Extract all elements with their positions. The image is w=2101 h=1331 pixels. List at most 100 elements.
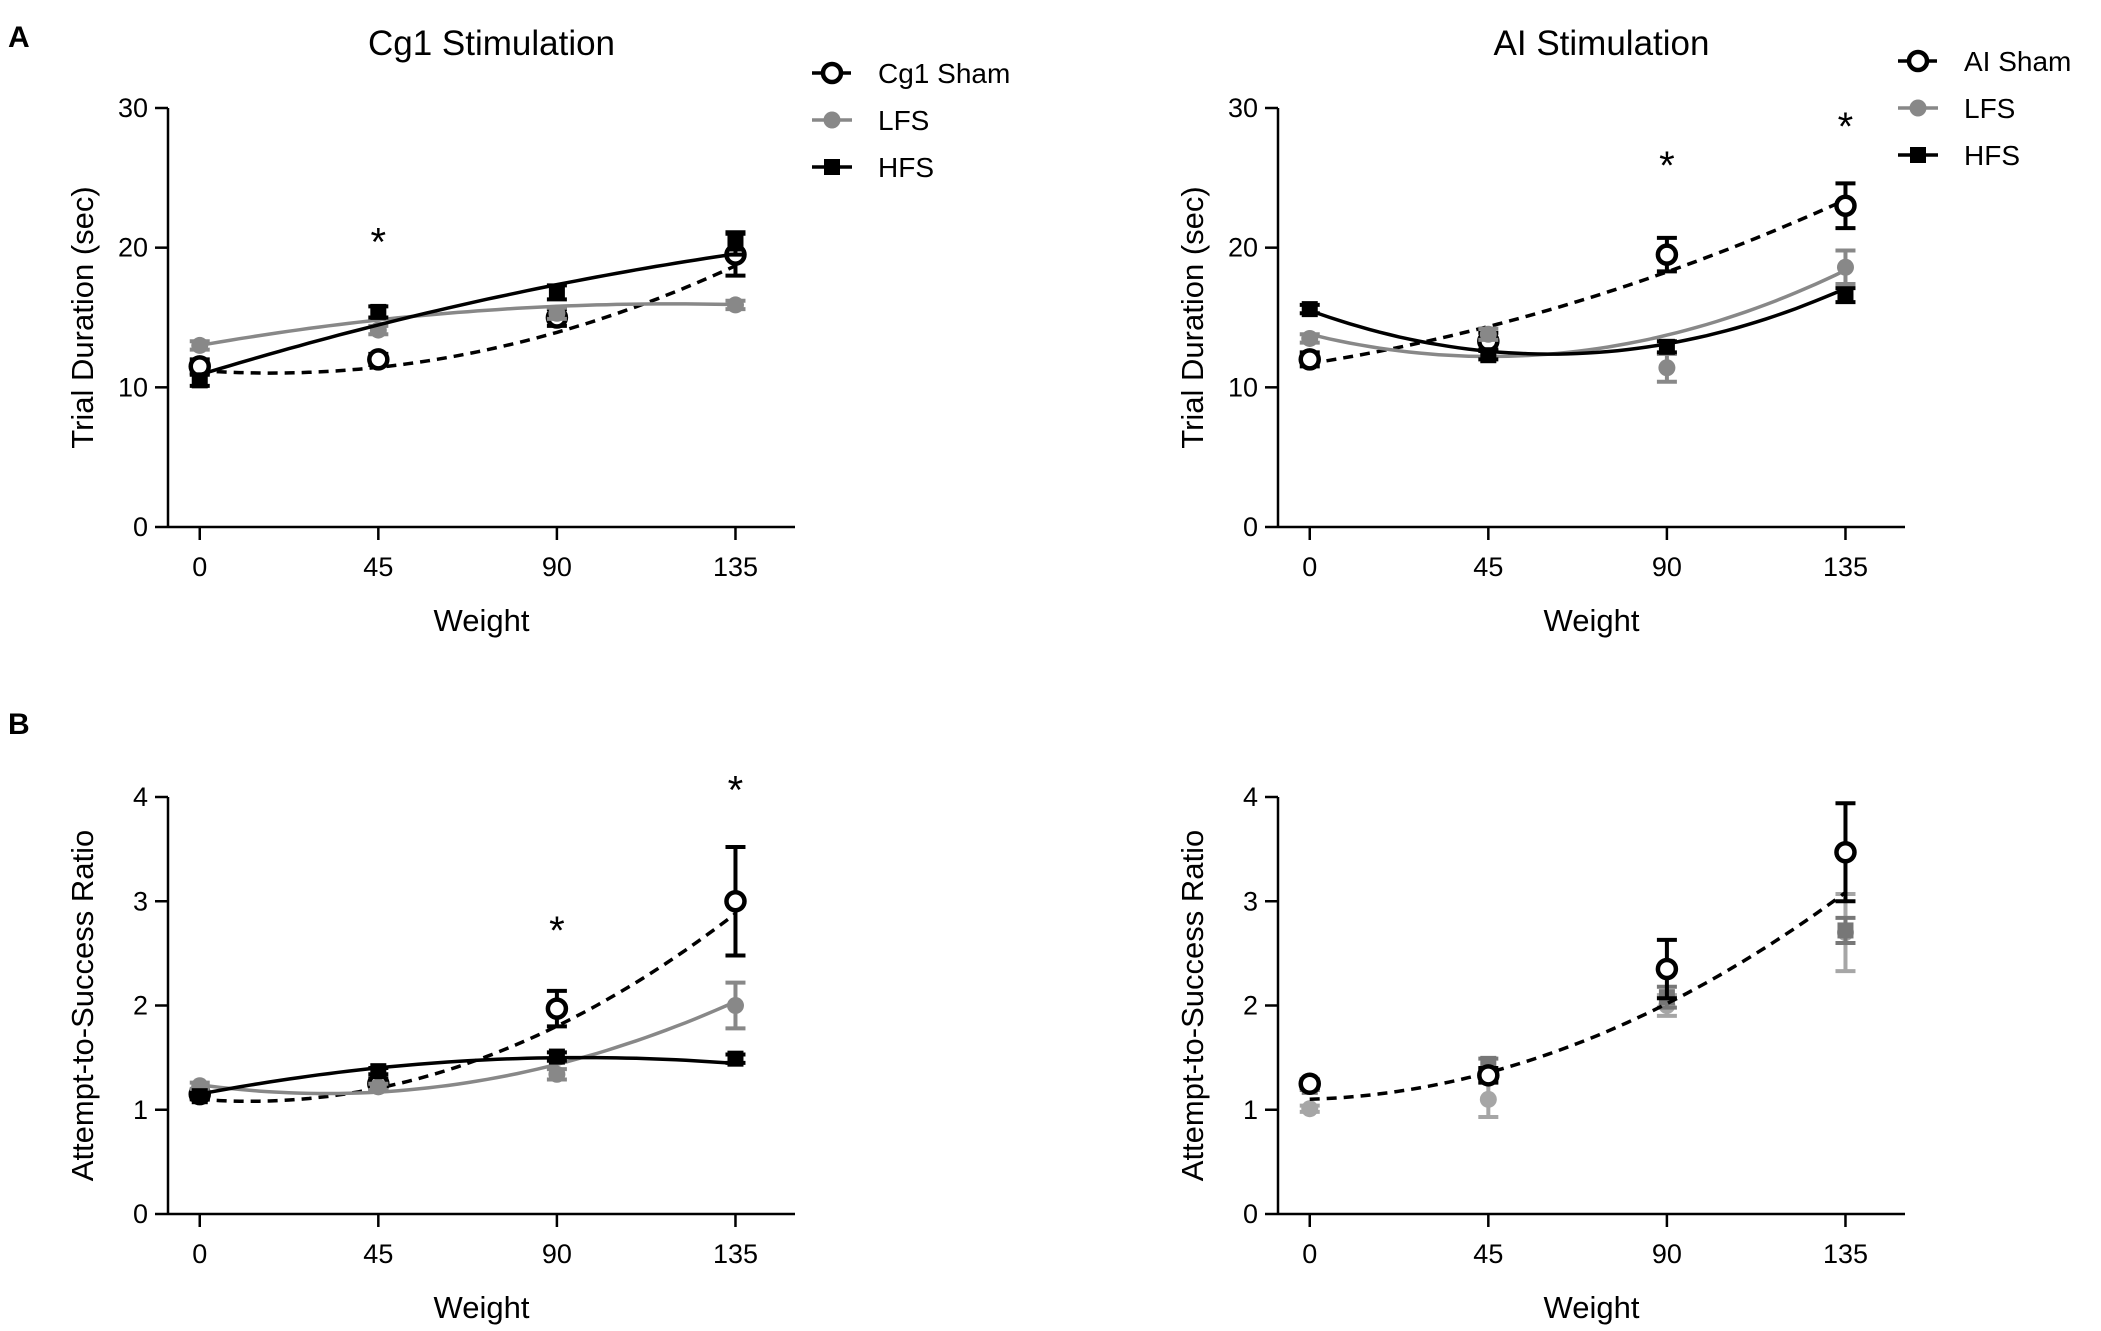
- chart-title: Cg1 Stimulation: [368, 24, 615, 63]
- data-point: [367, 348, 390, 371]
- data-point: [1655, 243, 1679, 266]
- legend-label: HFS: [1964, 140, 2020, 171]
- y-axis-title: Attempt-to-Success Ratio: [1175, 830, 1210, 1181]
- significance-asterisk: *: [549, 909, 565, 953]
- fit-curve: [199, 1055, 736, 1096]
- legend-item: AI Sham: [1898, 46, 2071, 77]
- legend-item: LFS: [812, 105, 929, 136]
- y-tick-label: 0: [1243, 512, 1258, 542]
- data-point: [1298, 1072, 1321, 1095]
- y-tick-label: 10: [1228, 372, 1258, 402]
- chart-ai-ratio: 0 1 2 3 4 0 45 90 135 Weight Attempt-to-Success Ra…: [1175, 782, 1905, 1325]
- y-tick-label: 3: [133, 886, 148, 916]
- data-point: [726, 997, 744, 1014]
- x-tick-label: 135: [1823, 552, 1868, 582]
- legend-item: Cg1 Sham: [812, 58, 1010, 89]
- series-sham: [188, 845, 747, 1106]
- data-point: [191, 1088, 208, 1105]
- data-point: [1658, 338, 1675, 355]
- x-tick-label: 45: [363, 1239, 393, 1269]
- x-tick-label: 135: [713, 1239, 758, 1269]
- data-point: [548, 304, 566, 322]
- legend-marker: [824, 159, 840, 175]
- chart-ai-duration: 0 10 20 30 0 45 90 135 Weight Trial Duration (sec…: [1175, 24, 1905, 638]
- y-tick-label: 2: [133, 991, 148, 1021]
- legend-marker: [820, 61, 844, 85]
- chart-title: AI Stimulation: [1494, 24, 1710, 63]
- data-point: [726, 296, 744, 314]
- y-tick-label: 4: [133, 782, 148, 812]
- data-point: [1655, 957, 1679, 981]
- y-tick-label: 2: [1243, 991, 1258, 1021]
- data-point: [1658, 359, 1676, 377]
- legend-marker: [823, 111, 841, 129]
- panel-label-b: B: [8, 708, 30, 741]
- panel-label-a: A: [8, 21, 30, 54]
- fit-curve: [1309, 198, 1847, 366]
- y-tick-label: 0: [1243, 1199, 1258, 1229]
- fit-curve: [199, 1000, 737, 1096]
- data-point: [548, 1065, 566, 1083]
- data-point: [1301, 329, 1319, 347]
- series-hfs: [189, 1048, 746, 1105]
- x-tick-label: 45: [1473, 552, 1503, 582]
- data-point: [1298, 348, 1321, 371]
- y-tick-label: 1: [133, 1095, 148, 1125]
- fit-curve: [1309, 268, 1847, 359]
- data-point: [545, 997, 569, 1020]
- chart-cg1-ratio: 0 1 2 3 4 0 45 90 135 Weight Attempt-to-Success Ra…: [65, 768, 795, 1325]
- x-axis-title: Weight: [1544, 1290, 1640, 1325]
- data-point: [369, 1078, 387, 1096]
- x-tick-label: 0: [1302, 552, 1317, 582]
- data-point: [1477, 1064, 1500, 1087]
- x-axis-title: Weight: [434, 603, 530, 638]
- data-point: [1479, 1090, 1497, 1108]
- x-tick-label: 135: [713, 552, 758, 582]
- y-tick-label: 10: [118, 372, 148, 402]
- series-lfs: [1299, 248, 1856, 384]
- series-hfs: [189, 230, 746, 389]
- y-tick-label: 1: [1243, 1095, 1258, 1125]
- significance-asterisk: *: [728, 768, 744, 812]
- chart-cg1-duration: 0 10 20 30 0 45 90 135 Weight Trial Duration (sec…: [65, 24, 795, 638]
- data-point: [191, 336, 209, 354]
- data-point: [727, 1050, 744, 1067]
- legend-item: HFS: [1898, 140, 2020, 171]
- data-point: [548, 284, 565, 301]
- data-point: [1837, 287, 1854, 304]
- fit-curve: [199, 264, 737, 375]
- data-point: [370, 1063, 387, 1080]
- x-tick-label: 45: [363, 552, 393, 582]
- x-tick-label: 90: [1652, 1239, 1682, 1269]
- data-point: [1301, 1100, 1319, 1118]
- y-tick-label: 30: [1228, 93, 1258, 123]
- legend-label: LFS: [878, 105, 929, 136]
- data-point: [548, 1048, 565, 1065]
- significance-asterisk: *: [1838, 105, 1854, 149]
- data-point: [1837, 922, 1854, 939]
- data-point: [1479, 325, 1497, 343]
- y-axis-title: Attempt-to-Success Ratio: [65, 830, 100, 1181]
- x-tick-label: 135: [1823, 1239, 1868, 1269]
- y-axis-title: Trial Duration (sec): [1175, 186, 1210, 448]
- y-tick-label: 20: [118, 233, 148, 263]
- data-point: [727, 235, 744, 252]
- x-tick-label: 0: [1302, 1239, 1317, 1269]
- data-point: [724, 890, 747, 913]
- y-tick-label: 3: [1243, 886, 1258, 916]
- y-tick-label: 20: [1228, 233, 1258, 263]
- fit-curve: [199, 302, 736, 348]
- data-point: [1834, 194, 1857, 218]
- y-tick-label: 30: [118, 93, 148, 123]
- x-tick-label: 90: [542, 552, 572, 582]
- significance-asterisk: *: [1659, 144, 1675, 188]
- fit-curve: [199, 252, 736, 377]
- significance-asterisk: *: [371, 221, 387, 265]
- legend-item: LFS: [1898, 93, 2015, 124]
- data-point: [1834, 841, 1857, 864]
- series-lfs: [1299, 891, 1856, 1120]
- legend-cg1: Cg1 Sham LFS HFS: [812, 58, 1010, 183]
- x-tick-label: 45: [1473, 1239, 1503, 1269]
- legend-label: HFS: [878, 152, 934, 183]
